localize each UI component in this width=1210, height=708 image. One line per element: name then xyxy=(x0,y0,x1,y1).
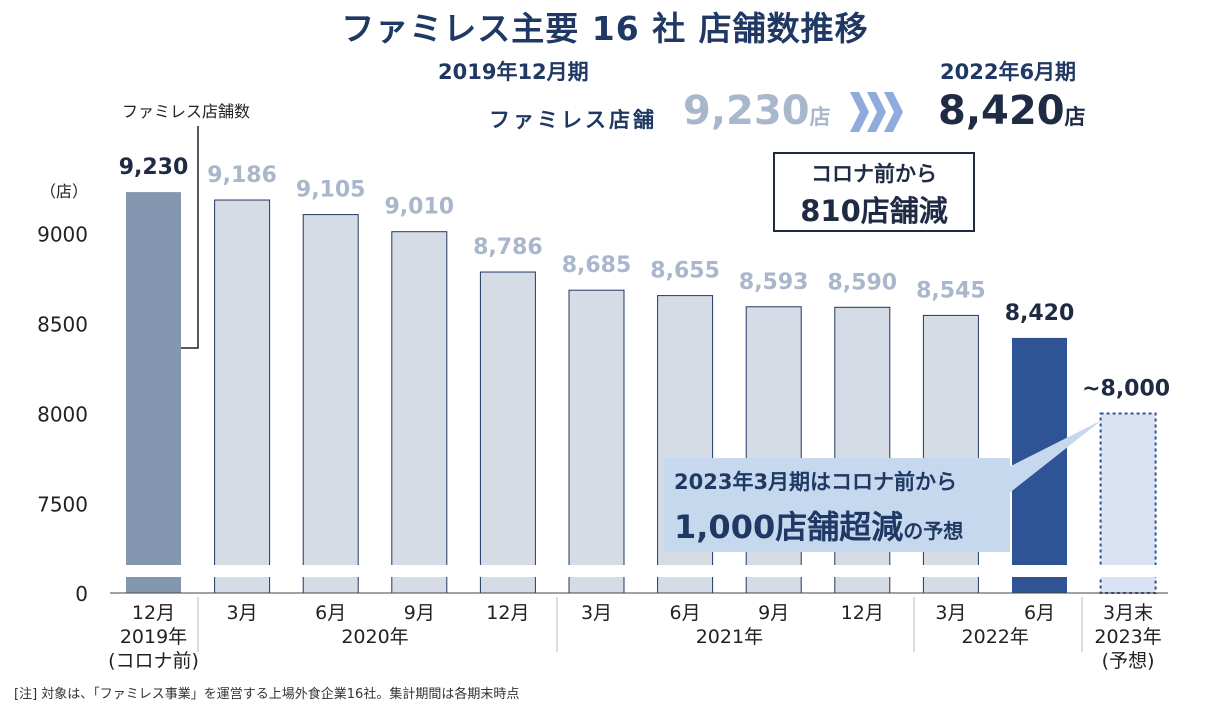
legend-label: ファミレス店舗数 xyxy=(122,102,251,121)
x-tick-label: 3月 xyxy=(581,602,612,624)
data-label: ~8,000 xyxy=(1082,377,1170,402)
x-tick-label: 6月 xyxy=(1024,602,1055,624)
data-label: 8,420 xyxy=(1005,301,1075,326)
reduction-box: コロナ前から 810店舗減 xyxy=(773,152,975,232)
x-tick-label: 3月末 xyxy=(1103,602,1153,624)
data-label: 8,545 xyxy=(916,278,986,303)
bar xyxy=(568,289,625,594)
bar xyxy=(391,231,448,594)
group-label: 2022年 xyxy=(962,626,1029,648)
data-label: 9,105 xyxy=(296,178,366,203)
period-before: 2019年12月期 xyxy=(438,60,589,84)
data-label: 9,230 xyxy=(119,155,189,180)
x-tick-label: 6月 xyxy=(315,602,346,624)
group-label: (予想) xyxy=(1102,650,1155,672)
bar xyxy=(1099,412,1157,594)
data-label: 8,685 xyxy=(562,253,632,278)
reduction-line1: コロナ前から xyxy=(811,162,937,186)
data-label: 8,655 xyxy=(650,259,720,284)
group-label: 2021年 xyxy=(696,626,763,648)
y-tick-label: 7500 xyxy=(37,493,88,517)
callout-pointer xyxy=(1003,420,1102,498)
x-tick-label: 9月 xyxy=(758,602,789,624)
bar xyxy=(214,199,271,594)
group-label: 2023年 xyxy=(1094,626,1161,648)
x-tick-label: 3月 xyxy=(227,602,258,624)
y-tick-label: 9000 xyxy=(37,223,88,247)
x-tick-label: 6月 xyxy=(670,602,701,624)
x-tick-label: 9月 xyxy=(404,602,435,624)
x-tick-label: 12月 xyxy=(132,602,175,624)
data-label: 8,593 xyxy=(739,270,809,295)
bar xyxy=(302,214,359,594)
period-after: 2022年6月期 xyxy=(940,60,1077,84)
group-label: 2020年 xyxy=(341,626,408,648)
data-label: 9,186 xyxy=(207,163,277,188)
x-tick-label: 3月 xyxy=(935,602,966,624)
page-title: ファミレス主要 16 社 店舗数推移 xyxy=(341,9,869,48)
footnote: [注] 対象は、「ファミレス事業」を運営する上場外食企業16社。集計期間は各期末… xyxy=(14,687,520,702)
value-after: 8,420 xyxy=(938,88,1065,134)
forecast-callout: 2023年3月期はコロナ前から 1,000店舗超減の予想 xyxy=(664,458,1010,552)
legend-leader-line xyxy=(181,126,199,349)
callout-line2: 1,000店舗超減 xyxy=(674,508,904,546)
y-tick-label: 8500 xyxy=(37,313,88,337)
group-label: 2019年 xyxy=(120,626,187,648)
group-label: (コロナ前) xyxy=(108,650,199,672)
bar xyxy=(126,192,181,593)
x-tick-label: 12月 xyxy=(841,602,884,624)
unit-before: 店 xyxy=(809,105,831,129)
value-before: 9,230 xyxy=(683,88,810,134)
unit-after: 店 xyxy=(1064,105,1086,129)
axis-break xyxy=(110,565,1170,577)
data-label: 9,010 xyxy=(385,195,455,220)
header-store-label: ファミレス店舗 xyxy=(489,108,657,132)
reduction-line2: 810店舗減 xyxy=(800,194,948,228)
y-unit-label: （店） xyxy=(40,182,89,201)
data-label: 8,590 xyxy=(828,270,898,295)
y-tick-label: 0 xyxy=(75,582,88,606)
x-tick-label: 12月 xyxy=(486,602,529,624)
data-label: 8,786 xyxy=(473,235,543,260)
y-tick-label: 8000 xyxy=(37,403,88,427)
callout-line1: 2023年3月期はコロナ前から xyxy=(674,470,958,494)
bar xyxy=(479,271,536,594)
callout-line2-suffix: の予想 xyxy=(903,519,964,543)
triple-chevron-right-icon xyxy=(850,92,903,132)
